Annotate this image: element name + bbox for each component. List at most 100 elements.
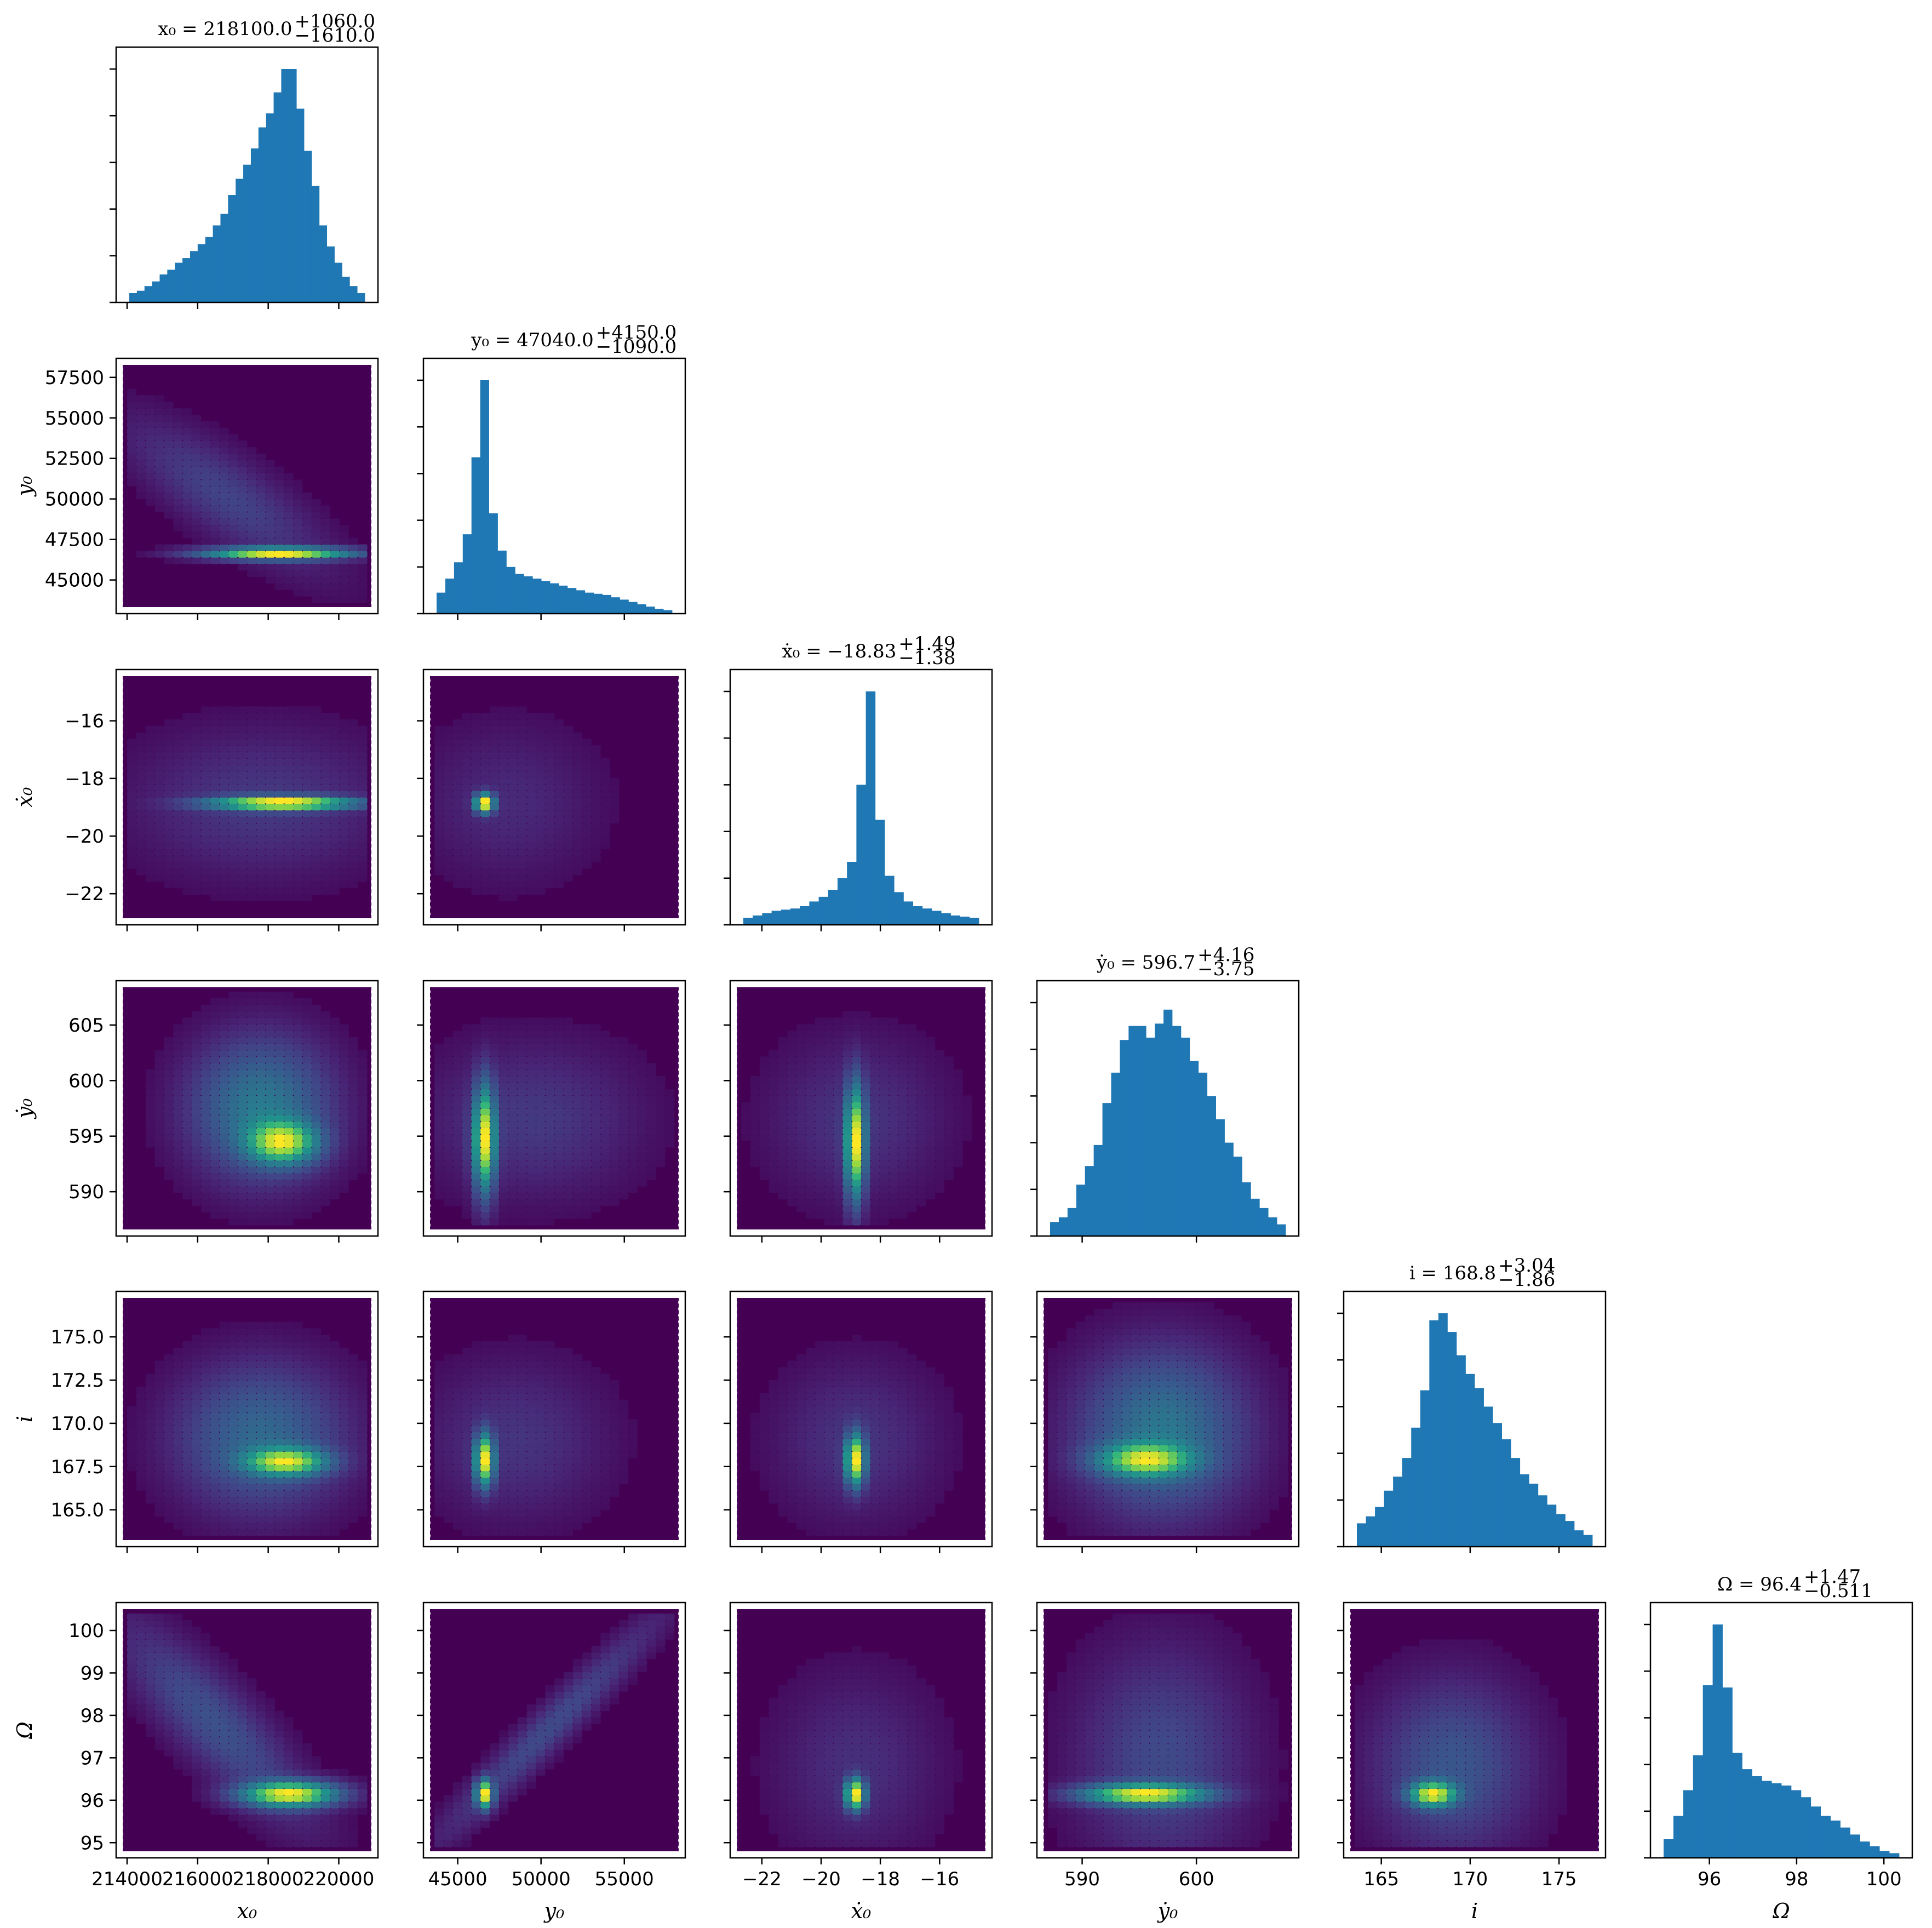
hexbin-cell	[462, 1069, 472, 1077]
hexbin-cell	[750, 1108, 760, 1115]
hexbin-cell	[228, 1464, 238, 1472]
hexbin-cell	[274, 1121, 284, 1129]
hexbin-cell	[154, 1128, 164, 1135]
hexbin-cell	[833, 1037, 843, 1044]
hexbin-cell	[320, 1335, 331, 1342]
hexbin-cell	[536, 1075, 546, 1083]
hexbin-cell	[759, 1160, 770, 1168]
hexbin-cell	[769, 1114, 778, 1122]
hexbin-cell	[173, 771, 183, 779]
hexbin-cell	[852, 1128, 862, 1135]
hexbin-cell	[302, 1095, 312, 1102]
hexbin-cell	[888, 1031, 898, 1038]
hexbin-cell	[274, 1393, 284, 1400]
hexbin-cell	[452, 1037, 463, 1044]
hexbin-cell	[480, 1451, 490, 1458]
hexbin-cell	[293, 849, 303, 856]
hexbin-cell	[610, 1043, 620, 1051]
hexbin-cell	[358, 557, 368, 564]
hexbin-cell	[339, 881, 349, 889]
hexbin-cell	[256, 1004, 266, 1012]
hexbin-cell	[320, 1166, 331, 1174]
hexbin-cell	[916, 1160, 926, 1168]
hexbin-cell	[815, 1095, 825, 1102]
hexbin-cell	[219, 713, 229, 720]
hexbin-cell	[526, 1031, 536, 1038]
hexbin-cell	[769, 1173, 778, 1180]
hexbin-cell	[536, 1160, 546, 1168]
hexbin-cell	[434, 725, 444, 733]
hexbin-cell	[526, 725, 536, 733]
hexbin-cell	[618, 1451, 629, 1458]
hexbin-cell	[879, 1192, 890, 1200]
hexbin-cell	[536, 1432, 546, 1439]
hexbin-cell	[256, 764, 266, 772]
hexbin-cell	[145, 414, 156, 422]
hexbin-cell	[219, 823, 229, 830]
hexbin-cell	[572, 1024, 583, 1031]
hexbin-cell	[164, 1147, 174, 1154]
hexbin-cell	[293, 583, 303, 590]
hexbin-cell	[182, 725, 192, 733]
hexbin-cell	[870, 1173, 880, 1180]
hexbin-cell	[498, 1186, 509, 1193]
hexbin-cell	[228, 1069, 238, 1077]
hexbin-cell	[480, 777, 490, 785]
hexbin-cell	[238, 460, 248, 467]
hexbin-cell	[238, 492, 248, 500]
hexbin-cell	[339, 777, 349, 785]
hexbin-cell	[490, 1419, 500, 1426]
hexbin-cell	[443, 1484, 454, 1491]
hexbin-cell	[256, 512, 266, 519]
hexbin-cell	[320, 1354, 331, 1361]
hexbin-cell	[358, 875, 368, 882]
hexbin-cell	[265, 1425, 276, 1433]
hexbin-cell	[302, 1134, 312, 1141]
hexbin-cell	[508, 1173, 518, 1180]
hexbin-cell	[526, 1406, 536, 1413]
hexbin-cell	[173, 1354, 183, 1361]
hexbin-cell	[284, 1108, 294, 1115]
hexbin-cell	[582, 1037, 592, 1044]
hexbin-cell	[311, 842, 322, 850]
hexbin-cell	[330, 1147, 340, 1154]
hexbin-cell	[618, 1445, 629, 1452]
hexbin-cell	[274, 1134, 284, 1141]
hexbin-cell	[815, 1153, 825, 1161]
hexbin-cell	[238, 1321, 248, 1329]
hexbin-cell	[526, 1218, 536, 1226]
hexbin-cell	[348, 1484, 358, 1491]
hexbin-cell	[247, 1471, 257, 1478]
hexbin-cell	[219, 531, 229, 539]
hexbin-cell	[498, 1509, 509, 1517]
hexbin-cell	[498, 1095, 509, 1102]
hexbin-cell	[284, 829, 294, 837]
hexbin-cell	[311, 1393, 322, 1400]
hexbin-cell	[154, 544, 164, 551]
hexbin-cell	[136, 777, 146, 785]
hexbin-cell	[182, 427, 192, 434]
hexbin-cell	[750, 1128, 760, 1135]
hexbin-cell	[330, 784, 340, 791]
hexbin-cell	[164, 1108, 174, 1115]
hexbin-cell	[944, 1075, 954, 1083]
hexbin-cell	[136, 1425, 146, 1433]
hexbin-cell	[173, 557, 183, 564]
hexbin-cell	[563, 1438, 574, 1445]
hexbin-cell	[247, 544, 257, 551]
hexbin-cell	[274, 992, 284, 999]
hexbin-cell	[256, 777, 266, 785]
hexbin-cell	[154, 1412, 164, 1420]
hexbin-cell	[256, 1335, 266, 1342]
hexbin-cell	[293, 1166, 303, 1174]
hexbin-cell	[265, 868, 276, 876]
hexbin-cell	[824, 1160, 834, 1168]
hexbin-cell	[852, 1160, 862, 1168]
hexbin-cell	[320, 518, 331, 525]
hexbin-cell	[200, 706, 211, 713]
hexbin-cell	[274, 551, 284, 558]
hexbin-cell	[462, 1043, 472, 1051]
hexbin-cell	[925, 1147, 936, 1154]
hexbin-cell	[247, 1192, 257, 1200]
hexbin-cell	[545, 1412, 555, 1420]
